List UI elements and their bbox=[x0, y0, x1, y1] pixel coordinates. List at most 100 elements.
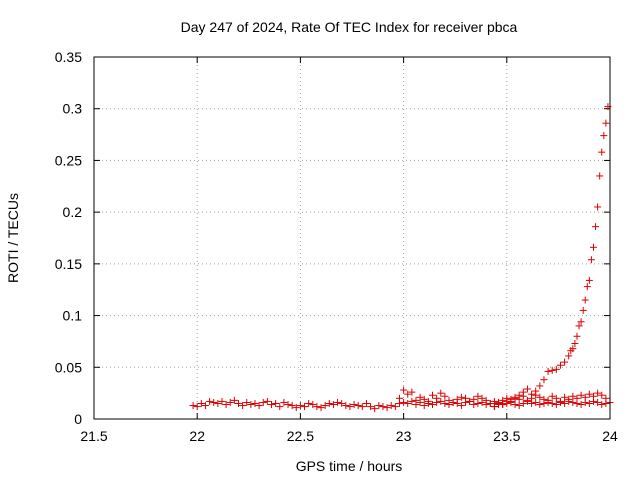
data-point bbox=[552, 365, 560, 373]
data-point bbox=[239, 402, 247, 410]
data-point bbox=[338, 399, 346, 407]
data-point bbox=[569, 398, 577, 406]
axis-ticks bbox=[93, 56, 611, 420]
data-point bbox=[404, 390, 412, 398]
data-point bbox=[420, 402, 428, 410]
data-point bbox=[585, 390, 593, 398]
data-point bbox=[573, 332, 581, 340]
data-point bbox=[573, 394, 581, 402]
data-point bbox=[523, 396, 531, 404]
data-point bbox=[457, 402, 465, 410]
data-point bbox=[309, 401, 317, 409]
data-point bbox=[515, 402, 523, 410]
data-point bbox=[391, 403, 399, 411]
data-point bbox=[243, 398, 251, 406]
x-tick-label: 23 bbox=[396, 428, 412, 444]
data-point bbox=[602, 119, 610, 127]
data-point bbox=[478, 394, 486, 402]
data-point bbox=[412, 396, 420, 404]
data-point bbox=[581, 393, 589, 401]
data-point bbox=[201, 402, 209, 410]
data-point bbox=[251, 399, 259, 407]
y-tick-labels: 0 0.05 0.1 0.15 0.2 0.25 0.3 0.35 bbox=[55, 49, 82, 427]
data-point bbox=[540, 395, 548, 403]
data-point bbox=[598, 148, 606, 156]
data-point bbox=[598, 401, 606, 409]
data-point bbox=[358, 403, 366, 411]
data-point bbox=[437, 397, 445, 405]
data-point bbox=[234, 399, 242, 407]
data-point bbox=[197, 399, 205, 407]
data-point bbox=[592, 223, 600, 231]
data-point bbox=[189, 402, 197, 410]
data-point bbox=[222, 401, 230, 409]
data-point bbox=[507, 395, 515, 403]
data-point bbox=[292, 404, 300, 412]
data-point bbox=[313, 403, 321, 411]
data-point bbox=[561, 399, 569, 407]
data-point bbox=[424, 397, 432, 405]
data-point bbox=[284, 401, 292, 409]
data-point bbox=[334, 398, 342, 406]
data-point bbox=[350, 401, 358, 409]
data-point bbox=[387, 402, 395, 410]
data-point bbox=[449, 398, 457, 406]
data-point bbox=[495, 399, 503, 407]
data-point bbox=[218, 397, 226, 405]
data-point bbox=[433, 394, 441, 402]
data-point bbox=[544, 396, 552, 404]
data-point bbox=[598, 391, 606, 399]
data-point bbox=[408, 397, 416, 405]
data-point bbox=[519, 388, 527, 396]
data-point bbox=[556, 361, 564, 369]
data-point bbox=[565, 352, 573, 360]
data-point bbox=[226, 398, 234, 406]
data-point bbox=[565, 395, 573, 403]
data-point bbox=[581, 296, 589, 304]
data-point bbox=[548, 392, 556, 400]
data-point bbox=[395, 394, 403, 402]
data-point bbox=[272, 399, 280, 407]
data-point bbox=[552, 401, 560, 409]
data-point bbox=[585, 276, 593, 284]
data-point bbox=[206, 397, 214, 405]
data-point bbox=[383, 404, 391, 412]
data-point bbox=[569, 392, 577, 400]
y-tick-label: 0.15 bbox=[55, 256, 82, 272]
data-point bbox=[280, 398, 288, 406]
y-tick-label: 0.2 bbox=[63, 204, 83, 220]
y-tick-label: 0.25 bbox=[55, 152, 82, 168]
y-tick-label: 0 bbox=[74, 411, 82, 427]
data-point bbox=[428, 401, 436, 409]
data-point bbox=[490, 403, 498, 411]
data-point bbox=[445, 396, 453, 404]
x-axis-label: GPS time / hours bbox=[296, 458, 403, 474]
data-point bbox=[321, 402, 329, 410]
data-point bbox=[523, 385, 531, 393]
data-point bbox=[561, 358, 569, 366]
data-point bbox=[255, 402, 263, 410]
data-point bbox=[511, 394, 519, 402]
x-tick-label: 22 bbox=[189, 428, 205, 444]
data-point bbox=[511, 401, 519, 409]
data-point bbox=[362, 399, 370, 407]
data-point bbox=[585, 399, 593, 407]
data-point bbox=[453, 395, 461, 403]
data-point bbox=[296, 402, 304, 410]
data-point bbox=[371, 405, 379, 413]
data-point bbox=[602, 394, 610, 402]
data-point bbox=[594, 203, 602, 211]
data-point bbox=[575, 322, 583, 330]
data-point bbox=[325, 399, 333, 407]
data-point bbox=[441, 392, 449, 400]
data-point bbox=[466, 397, 474, 405]
data-point bbox=[457, 393, 465, 401]
data-point bbox=[230, 396, 238, 404]
plot-frame bbox=[93, 56, 611, 420]
x-tick-label: 22.5 bbox=[287, 428, 314, 444]
data-point bbox=[288, 402, 296, 410]
data-point bbox=[577, 318, 585, 326]
data-point bbox=[462, 394, 470, 402]
data-point bbox=[247, 401, 255, 409]
data-point bbox=[600, 132, 608, 140]
